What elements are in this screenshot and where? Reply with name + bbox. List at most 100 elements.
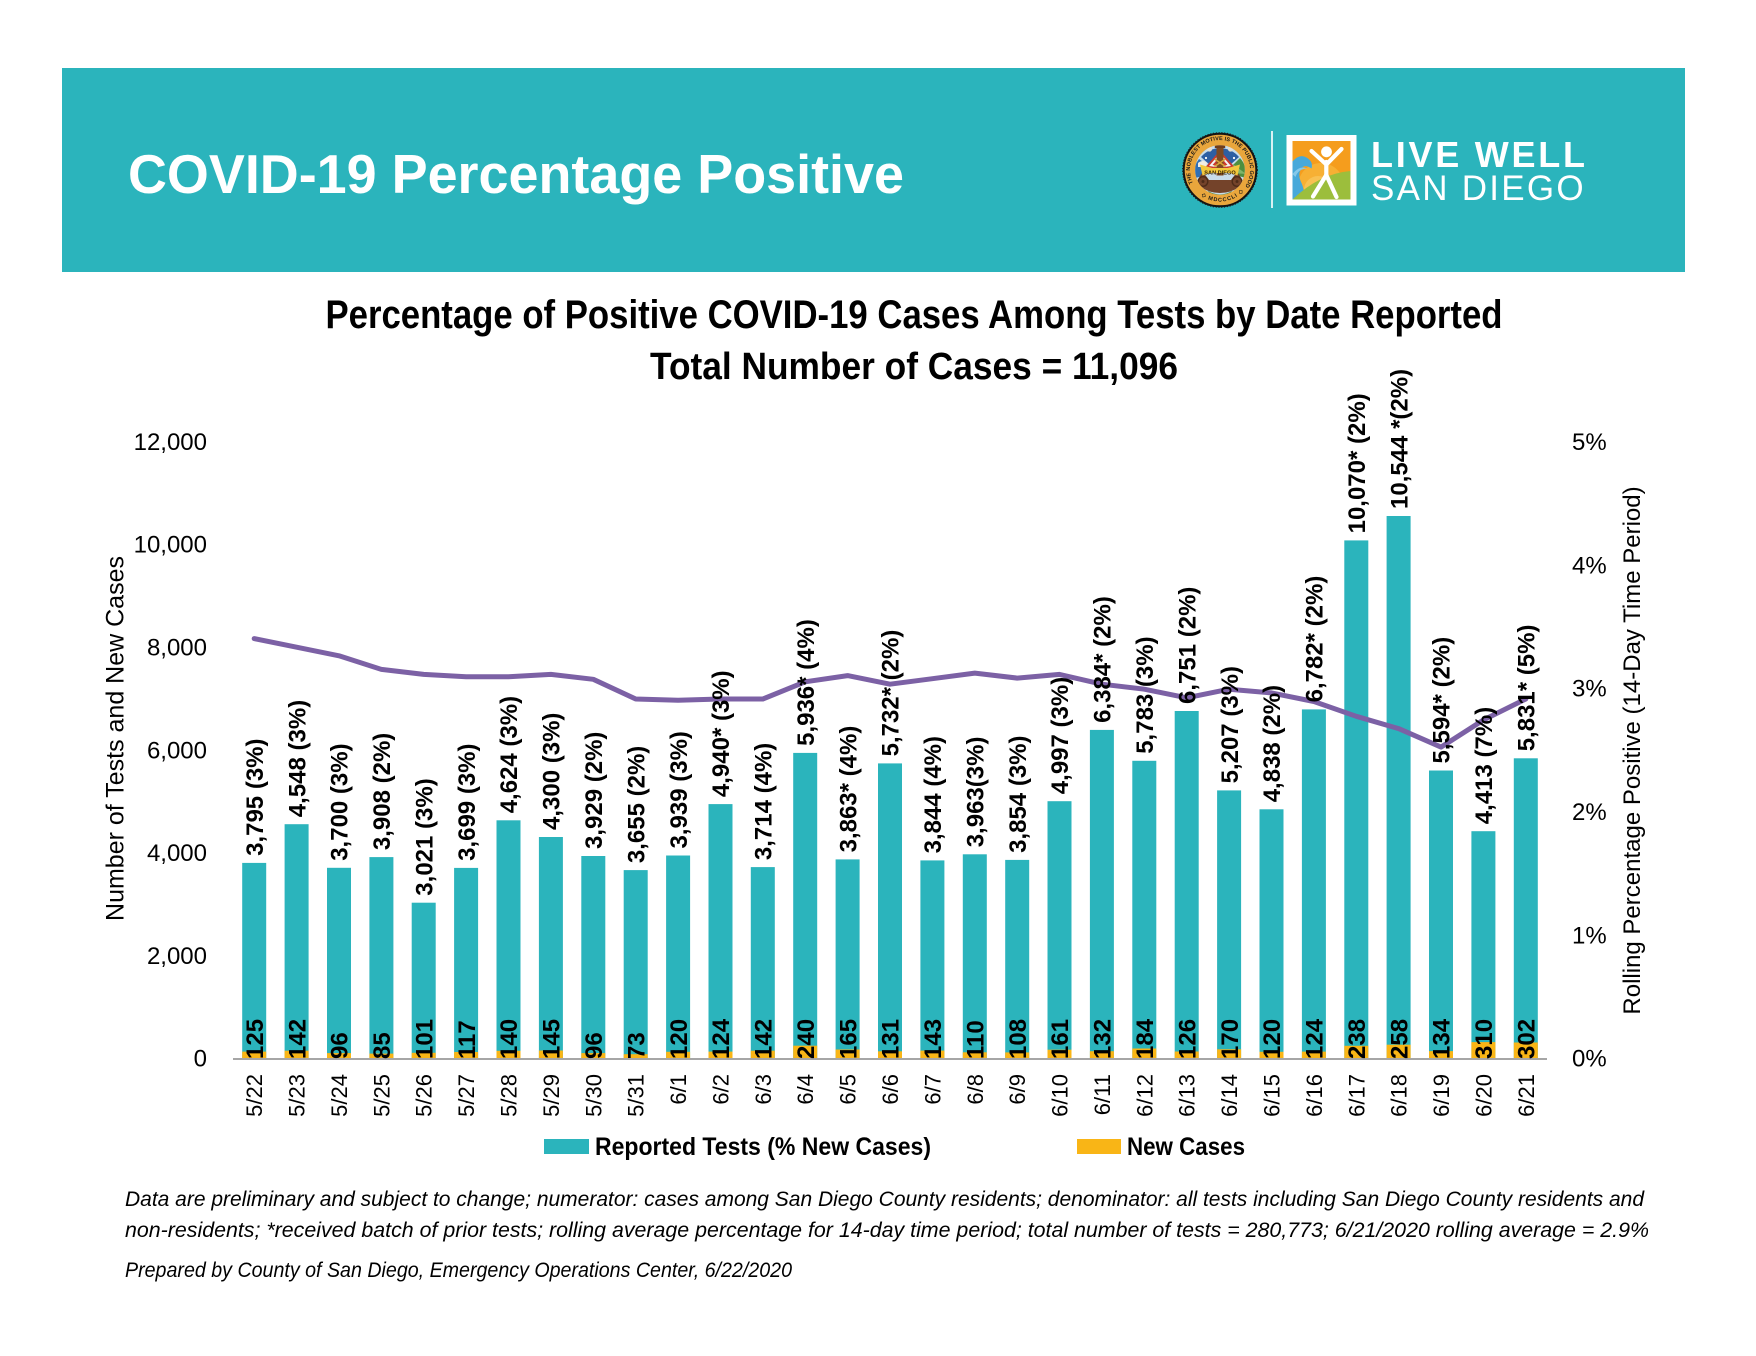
svg-text:3,655 (2%): 3,655 (2%)	[623, 746, 650, 863]
svg-text:6/20: 6/20	[1471, 1074, 1496, 1117]
svg-text:6/19: 6/19	[1429, 1074, 1454, 1117]
svg-text:5,783 (3%): 5,783 (3%)	[1132, 636, 1159, 753]
svg-text:non-residents; *received batch: non-residents; *received batch of prior …	[125, 1219, 1649, 1242]
svg-text:5/25: 5/25	[369, 1074, 394, 1117]
svg-text:COVID-19 Percentage Positive: COVID-19 Percentage Positive	[128, 143, 904, 205]
svg-text:4,000: 4,000	[147, 840, 207, 867]
svg-text:Data are preliminary and subje: Data are preliminary and subject to chan…	[125, 1188, 1645, 1211]
svg-text:6/1: 6/1	[666, 1074, 691, 1105]
svg-text:6/18: 6/18	[1387, 1074, 1412, 1117]
svg-text:Prepared by County of San Dieg: Prepared by County of San Diego, Emergen…	[125, 1259, 792, 1282]
svg-text:6,751 (2%): 6,751 (2%)	[1174, 587, 1201, 704]
svg-text:6/5: 6/5	[836, 1074, 861, 1105]
svg-text:5,831* (5%): 5,831* (5%)	[1514, 625, 1541, 752]
svg-text:73: 73	[623, 1032, 650, 1059]
svg-text:132: 132	[1090, 1019, 1117, 1059]
svg-text:238: 238	[1344, 1019, 1371, 1059]
svg-text:108: 108	[1005, 1019, 1032, 1059]
svg-text:5/27: 5/27	[454, 1074, 479, 1117]
svg-text:126: 126	[1174, 1019, 1201, 1059]
svg-text:85: 85	[369, 1032, 396, 1059]
svg-text:12,000: 12,000	[134, 429, 207, 456]
svg-text:5/28: 5/28	[497, 1074, 522, 1117]
svg-text:5/30: 5/30	[581, 1074, 606, 1117]
svg-text:101: 101	[411, 1019, 438, 1059]
svg-text:140: 140	[496, 1019, 523, 1059]
svg-text:124: 124	[708, 1018, 735, 1059]
svg-text:5,732* (2%): 5,732* (2%)	[878, 630, 905, 757]
svg-text:96: 96	[581, 1032, 608, 1059]
svg-text:SAN DIEGO: SAN DIEGO	[1371, 169, 1586, 208]
svg-text:5,594* (2%): 5,594* (2%)	[1429, 637, 1456, 764]
svg-text:5/26: 5/26	[412, 1074, 437, 1117]
svg-text:6/14: 6/14	[1217, 1074, 1242, 1117]
svg-text:5/23: 5/23	[285, 1074, 310, 1117]
svg-text:3,863* (4%): 3,863* (4%)	[835, 726, 862, 853]
svg-text:6/10: 6/10	[1048, 1074, 1073, 1117]
svg-text:165: 165	[835, 1019, 862, 1059]
svg-text:3,699 (3%): 3,699 (3%)	[454, 743, 481, 860]
svg-text:3,963(3%): 3,963(3%)	[963, 737, 990, 848]
svg-text:6/16: 6/16	[1302, 1074, 1327, 1117]
svg-text:96: 96	[327, 1032, 354, 1059]
svg-text:0: 0	[194, 1046, 207, 1073]
svg-text:5,936* (4%): 5,936* (4%)	[793, 619, 820, 746]
svg-text:6,000: 6,000	[147, 737, 207, 764]
svg-text:6,384* (2%): 6,384* (2%)	[1090, 596, 1117, 723]
svg-text:5/24: 5/24	[327, 1074, 352, 1117]
svg-text:3,854 (3%): 3,854 (3%)	[1005, 735, 1032, 852]
svg-text:Rolling Percentage Positive (1: Rolling Percentage Positive (14-Day Time…	[1619, 486, 1646, 1014]
svg-text:1%: 1%	[1572, 922, 1607, 949]
svg-text:3,939 (3%): 3,939 (3%)	[666, 731, 693, 848]
svg-text:Total Number of Cases = 11,096: Total Number of Cases = 11,096	[650, 346, 1178, 388]
svg-text:6/8: 6/8	[963, 1074, 988, 1105]
svg-text:3,929 (2%): 3,929 (2%)	[581, 732, 608, 849]
svg-text:124: 124	[1302, 1018, 1329, 1059]
svg-text:8,000: 8,000	[147, 635, 207, 662]
svg-text:10,000: 10,000	[134, 532, 207, 559]
svg-text:4,838 (2%): 4,838 (2%)	[1259, 685, 1286, 802]
svg-text:6/17: 6/17	[1344, 1074, 1369, 1117]
svg-text:4,624 (3%): 4,624 (3%)	[496, 696, 523, 813]
svg-text:6/13: 6/13	[1175, 1074, 1200, 1117]
svg-text:3,908 (2%): 3,908 (2%)	[369, 733, 396, 850]
svg-text:0%: 0%	[1572, 1046, 1607, 1073]
svg-text:240: 240	[793, 1019, 820, 1059]
svg-text:143: 143	[920, 1019, 947, 1059]
svg-text:258: 258	[1386, 1019, 1413, 1059]
svg-text:Reported Tests (% New Cases): Reported Tests (% New Cases)	[595, 1133, 931, 1161]
svg-text:6/7: 6/7	[920, 1074, 945, 1105]
svg-text:6/12: 6/12	[1132, 1074, 1157, 1117]
svg-text:110: 110	[963, 1020, 990, 1059]
svg-text:5/31: 5/31	[624, 1074, 649, 1117]
svg-text:6/11: 6/11	[1090, 1074, 1115, 1115]
svg-text:4,997 (3%): 4,997 (3%)	[1047, 677, 1074, 794]
svg-text:3%: 3%	[1572, 676, 1607, 703]
svg-text:310: 310	[1471, 1019, 1498, 1059]
svg-text:10,544 *(2%): 10,544 *(2%)	[1386, 369, 1413, 509]
svg-text:6/15: 6/15	[1260, 1074, 1285, 1117]
svg-text:Percentage of Positive COVID-1: Percentage of Positive COVID-19 Cases Am…	[326, 293, 1503, 337]
svg-text:SAN DIEGO: SAN DIEGO	[1204, 171, 1236, 177]
svg-text:4,413 (7%): 4,413 (7%)	[1471, 707, 1498, 824]
svg-text:120: 120	[1259, 1019, 1286, 1059]
svg-text:6/3: 6/3	[751, 1074, 776, 1105]
svg-text:4,940* (3%): 4,940* (3%)	[708, 670, 735, 797]
svg-text:Number of Tests and New Cases: Number of Tests and New Cases	[102, 556, 130, 921]
svg-text:New Cases: New Cases	[1127, 1133, 1245, 1161]
svg-text:6,782* (2%): 6,782* (2%)	[1302, 576, 1329, 703]
svg-text:LIVE WELL: LIVE WELL	[1371, 134, 1588, 175]
svg-text:6/4: 6/4	[793, 1074, 818, 1105]
svg-text:10,070* (2%): 10,070* (2%)	[1344, 393, 1371, 533]
svg-text:6/9: 6/9	[1005, 1074, 1030, 1105]
svg-text:4,300 (3%): 4,300 (3%)	[539, 713, 566, 830]
svg-text:117: 117	[454, 1020, 481, 1059]
svg-text:3,700 (3%): 3,700 (3%)	[327, 743, 354, 860]
svg-text:3,021 (3%): 3,021 (3%)	[411, 778, 438, 895]
svg-text:120: 120	[666, 1019, 693, 1059]
svg-text:6/2: 6/2	[709, 1074, 734, 1105]
svg-text:2,000: 2,000	[147, 943, 207, 970]
svg-text:131: 131	[878, 1019, 905, 1059]
svg-text:184: 184	[1132, 1018, 1159, 1059]
svg-text:145: 145	[539, 1019, 566, 1059]
